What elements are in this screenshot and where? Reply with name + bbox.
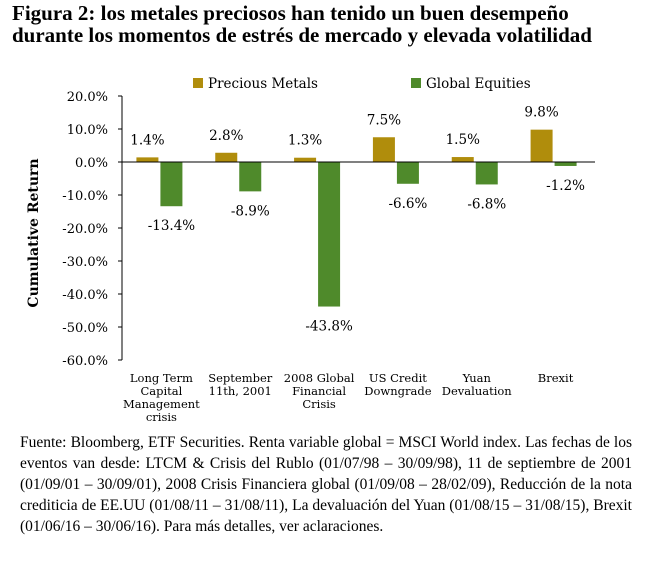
x-category-label: Yuan Devaluation [442, 371, 513, 398]
x-category-label-line: Devaluation [442, 384, 513, 398]
bar-global-equities [318, 162, 341, 307]
x-category-label: September 11th, 2001 [208, 371, 273, 398]
bar-precious-metals [451, 157, 474, 162]
x-category-label-line: Management [123, 397, 200, 411]
legend-label: Global Equities [426, 76, 531, 92]
bar-global-equities [160, 162, 183, 207]
data-label: -13.4% [148, 218, 196, 234]
legend-label: Precious Metals [208, 76, 318, 92]
x-category-label-line: Capital [140, 384, 182, 398]
bar-precious-metals [136, 157, 159, 162]
bar-chart: Precious Metals Global Equities Cumulativ… [26, 76, 595, 424]
x-category-label: US Credit Downgrade [364, 371, 431, 398]
data-label: -1.2% [546, 178, 585, 194]
bar-global-equities [239, 162, 262, 192]
legend-swatch-global-equities [411, 78, 421, 88]
data-label: -43.8% [305, 319, 353, 335]
bar-precious-metals [215, 152, 238, 162]
y-tick-label: -40.0% [62, 288, 108, 303]
y-tick-label: 20.0% [67, 90, 108, 105]
data-label: 1.5% [446, 132, 480, 148]
bar-global-equities [475, 162, 498, 185]
x-category-label-line: 11th, 2001 [209, 384, 272, 398]
chart-legend: Precious Metals Global Equities [193, 76, 531, 92]
y-tick-label: -10.0% [62, 189, 108, 204]
x-category-label-line: Downgrade [364, 384, 431, 398]
data-label: 9.8% [524, 105, 558, 121]
y-axis-label: Cumulative Return [26, 158, 42, 307]
data-label: 1.4% [130, 132, 164, 148]
figure-number: Figura 2: [12, 1, 96, 25]
y-axis: 20.0% 10.0% 0.0% -10.0% -20.0% -30.0% -40.0% -5… [62, 90, 123, 369]
x-category-label-line: Crisis [302, 397, 336, 411]
x-category-label: Long Term Capital Management crisis [123, 371, 200, 424]
bar-global-equities [396, 162, 419, 184]
x-category-label-line: Long Term [130, 371, 193, 385]
data-label: 1.3% [288, 133, 322, 149]
x-category-label-line: September [208, 371, 273, 385]
x-category-label-line: Brexit [538, 371, 574, 385]
data-label: 7.5% [367, 112, 401, 128]
x-category-label-line: US Credit [369, 371, 427, 385]
x-category-label-line: 2008 Global [284, 371, 355, 385]
figure-caption: los metales preciosos han tenido un buen… [12, 1, 592, 47]
data-label: -6.8% [467, 196, 506, 212]
figure-title: Figura 2: los metales preciosos han teni… [12, 2, 642, 46]
y-tick-label: 10.0% [67, 123, 108, 138]
data-label: -6.6% [388, 196, 427, 212]
x-category-label: Brexit [538, 371, 574, 385]
bar-precious-metals [372, 137, 395, 162]
x-axis: Long Term Capital Management crisis Septembe… [122, 161, 595, 424]
bars: 1.4% 2.8% 1.3% 7.5% 1.5% 9.8% -13.4% -8.9% -43.8… [130, 105, 585, 335]
x-category-label-line: Yuan [462, 371, 492, 385]
x-category-label-line: crisis [146, 410, 177, 424]
bar-global-equities [554, 162, 577, 166]
y-tick-label: -60.0% [62, 354, 108, 369]
legend-swatch-precious-metals [193, 78, 203, 88]
y-tick-label: 0.0% [75, 156, 108, 171]
y-tick-label: -20.0% [62, 222, 108, 237]
data-label: 2.8% [209, 128, 243, 144]
x-category-label: 2008 Global Financial Crisis [284, 371, 355, 411]
y-tick-label: -50.0% [62, 321, 108, 336]
x-category-label-line: Financial [292, 384, 346, 398]
bar-precious-metals [294, 157, 317, 162]
y-tick-label: -30.0% [62, 255, 108, 270]
source-footnote: Fuente: Bloomberg, ETF Securities. Renta… [20, 434, 632, 535]
bar-precious-metals [530, 129, 553, 162]
data-label: -8.9% [231, 203, 270, 219]
